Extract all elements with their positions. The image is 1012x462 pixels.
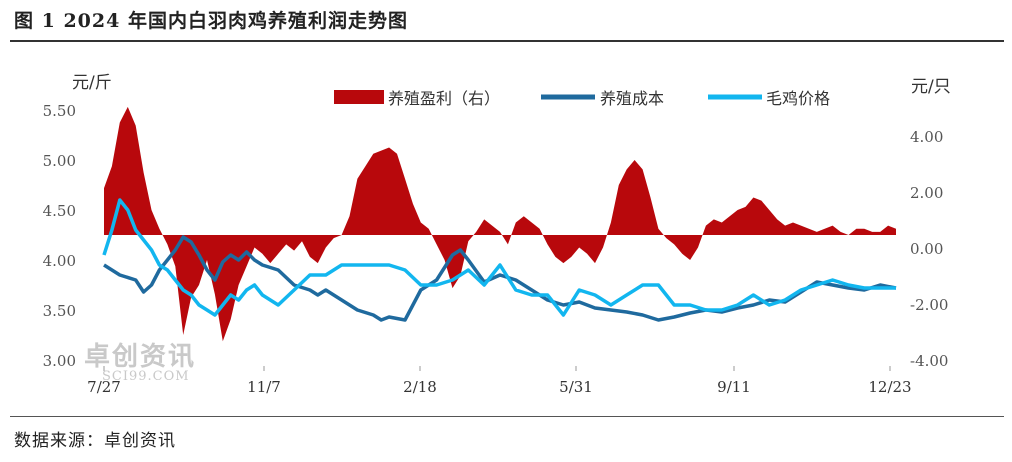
left-tick-label: 3.50 bbox=[43, 302, 76, 320]
right-tick-label: 2.00 bbox=[910, 184, 943, 202]
x-tick-label: 11/7 bbox=[247, 378, 281, 396]
left-tick-label: 5.50 bbox=[43, 102, 76, 120]
watermark: 卓创资讯 SCI99.COM bbox=[84, 336, 196, 384]
left-tick-label: 4.50 bbox=[43, 202, 76, 220]
right-tick-label: 4.00 bbox=[910, 128, 943, 146]
legend-label-profit: 养殖盈利（右） bbox=[388, 89, 500, 108]
title-underline bbox=[10, 40, 1004, 42]
watermark-logo-text: 卓创资讯 bbox=[84, 342, 197, 372]
x-tick-label: 5/31 bbox=[559, 378, 593, 396]
chart-title: 图 1 2024 年国内白羽肉鸡养殖利润走势图 bbox=[14, 10, 408, 32]
price-line bbox=[102, 198, 896, 317]
chart-legend: 养殖盈利（右） 养殖成本 毛鸡价格 bbox=[334, 89, 830, 108]
right-tick-label: -4.00 bbox=[910, 352, 948, 370]
left-axis-unit: 元/斤 bbox=[72, 73, 112, 93]
right-axis-unit: 元/只 bbox=[911, 77, 951, 97]
legend-label-price: 毛鸡价格 bbox=[766, 89, 830, 108]
x-tick-label: 7/27 bbox=[87, 378, 121, 396]
x-tick-label: 12/23 bbox=[868, 378, 911, 396]
right-tick-label: 0.00 bbox=[910, 240, 943, 258]
x-tick-label: 9/11 bbox=[717, 378, 751, 396]
x-ticks-layer bbox=[103, 366, 891, 371]
left-tick-label: 5.00 bbox=[43, 152, 76, 170]
profit-area bbox=[104, 106, 896, 342]
right-tick-label: -2.00 bbox=[910, 296, 948, 314]
legend-label-cost: 养殖成本 bbox=[600, 89, 664, 108]
left-tick-label: 4.00 bbox=[43, 252, 76, 270]
left-tick-label: 3.00 bbox=[43, 352, 76, 370]
x-tick-label: 2/18 bbox=[403, 378, 437, 396]
cost-line bbox=[103, 235, 897, 322]
lines-layer bbox=[102, 198, 897, 322]
legend-swatch-profit bbox=[334, 90, 384, 104]
watermark-url: SCI99.COM bbox=[102, 369, 190, 384]
data-source: 数据来源：卓创资讯 bbox=[14, 431, 176, 451]
profit-area-layer bbox=[104, 106, 896, 342]
footer-rule bbox=[10, 416, 1004, 417]
